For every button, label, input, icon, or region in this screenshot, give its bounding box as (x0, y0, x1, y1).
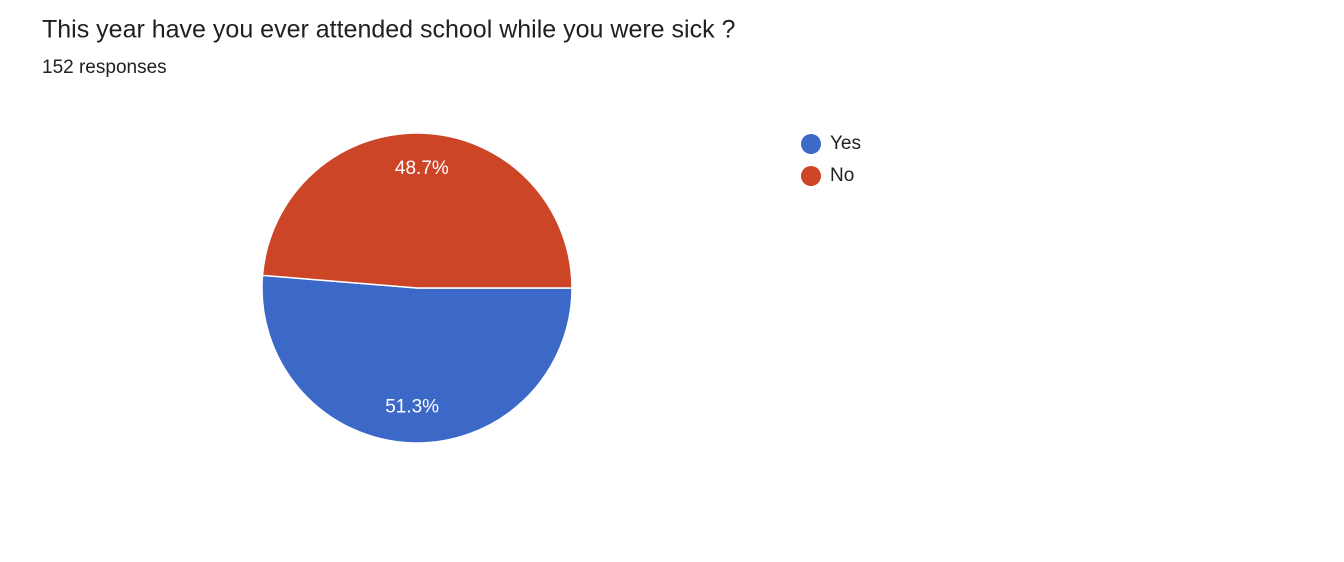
chart-title: This year have you ever attended school … (42, 16, 735, 44)
legend-swatch (801, 166, 821, 186)
chart-subtitle: 152 responses (42, 57, 167, 78)
legend-swatch (801, 134, 821, 154)
pie-slice (261, 132, 573, 289)
legend-label: No (830, 165, 854, 186)
slice-label: 51.3% (385, 396, 439, 417)
slice-label: 48.7% (395, 158, 449, 179)
pie-slice (261, 274, 573, 444)
legend-label: Yes (830, 133, 861, 154)
